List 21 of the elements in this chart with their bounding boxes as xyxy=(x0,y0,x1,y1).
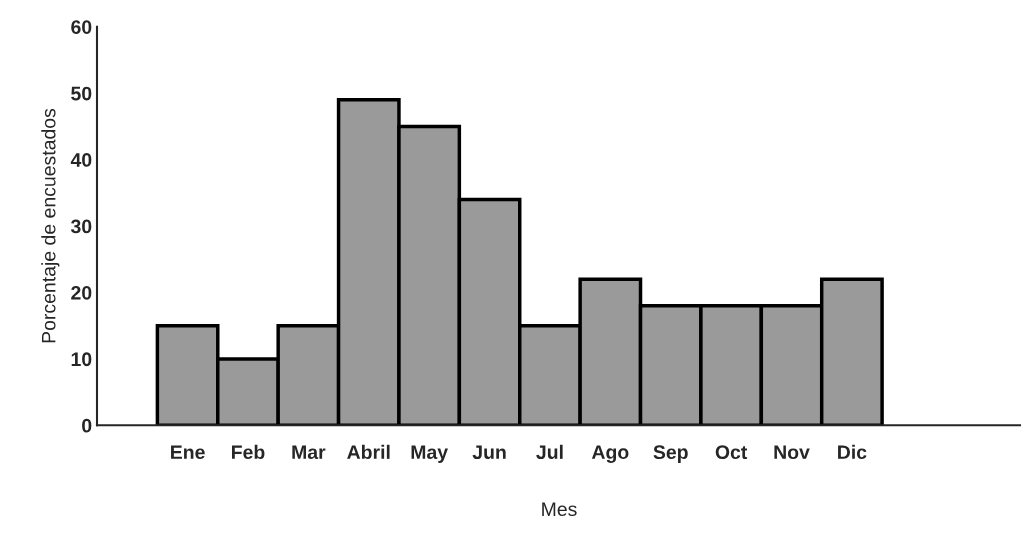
y-axis-title: Porcentaje de encuestados xyxy=(41,108,60,343)
x-tick-label: Feb xyxy=(231,444,265,460)
x-tick-label: Dic xyxy=(838,444,867,460)
x-tick-label: Sep xyxy=(653,445,688,463)
x-tick-label: Abril xyxy=(347,444,390,460)
x-tick-label: Ene xyxy=(171,445,205,460)
x-tick-label: May xyxy=(411,445,448,463)
y-tick-label: 60 xyxy=(71,20,92,34)
y-tick-label: 30 xyxy=(70,219,92,234)
x-tick-label: Jun xyxy=(472,445,506,460)
x-axis-title: Mes xyxy=(542,502,577,517)
y-tick-label: 40 xyxy=(70,153,92,167)
y-tick-label: 0 xyxy=(82,418,92,433)
x-tick-label: Mar xyxy=(292,445,326,460)
y-tick-label: 20 xyxy=(71,285,92,300)
x-tick-label: Ago xyxy=(591,445,629,463)
y-tick-label: 10 xyxy=(71,352,92,367)
y-tick-label: 50 xyxy=(71,86,92,101)
x-tick-label: Oct xyxy=(715,445,748,460)
x-tick-label: Jul xyxy=(536,444,563,460)
x-tick-label: Nov xyxy=(774,445,810,460)
